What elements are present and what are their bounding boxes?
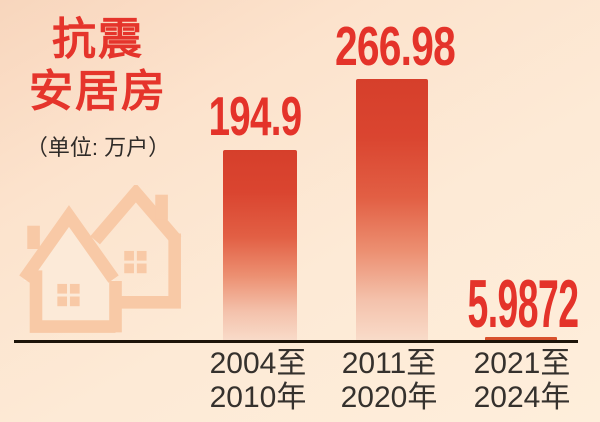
back-house-chimney bbox=[155, 194, 168, 220]
category-label-line: 2004至 bbox=[209, 347, 307, 380]
front-house-roof bbox=[19, 205, 119, 283]
category-label-2004-2010: 2004至 2010年 bbox=[178, 347, 338, 415]
value-label-2004-2010: 194.9 bbox=[208, 85, 303, 147]
category-label-line: 2020年 bbox=[340, 381, 438, 414]
x-axis-line bbox=[14, 340, 578, 343]
category-label-2021-2024: 2021至 2024年 bbox=[442, 347, 600, 415]
front-house-walls bbox=[29, 270, 116, 333]
chart-title-block: 抗震 安居房 （单位: 万户） bbox=[22, 14, 174, 162]
unit-label: （单位: 万户） bbox=[25, 135, 171, 160]
back-house-window bbox=[124, 250, 147, 274]
category-label-2011-2020: 2011至 2020年 bbox=[309, 347, 469, 415]
category-label-line: 2010年 bbox=[209, 381, 307, 414]
value-label-2011-2020: 266.98 bbox=[334, 15, 456, 77]
category-label-line: 2011至 bbox=[341, 347, 437, 380]
front-house-window bbox=[57, 283, 80, 307]
bar-2011-2020 bbox=[356, 79, 428, 343]
chart-title-line-2: 安居房 bbox=[29, 67, 167, 116]
bar-2004-2010 bbox=[223, 150, 297, 343]
front-house-fill bbox=[23, 217, 116, 327]
back-house-roof bbox=[90, 185, 182, 245]
value-label-2021-2024: 5.9872 bbox=[467, 266, 579, 342]
back-house-walls bbox=[115, 233, 181, 309]
two-houses-icon bbox=[19, 185, 182, 333]
front-house-chimney bbox=[27, 225, 40, 249]
chart-title-line-1: 抗震 bbox=[52, 15, 144, 64]
category-label-line: 2021至 bbox=[473, 347, 571, 380]
category-label-line: 2024年 bbox=[473, 381, 571, 414]
